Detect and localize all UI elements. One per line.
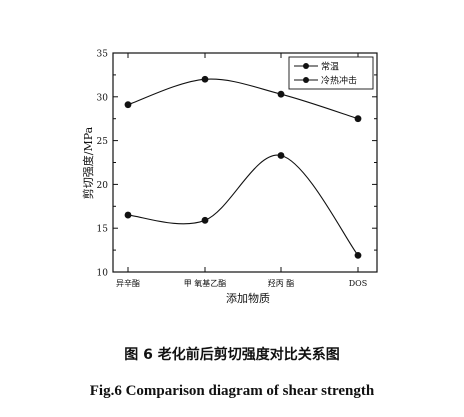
- y-tick-label: 30: [97, 93, 109, 103]
- y-tick-label: 20: [97, 181, 109, 191]
- x-tick-label: DOS: [349, 279, 367, 288]
- data-point: [201, 216, 209, 224]
- series-layer: [124, 75, 362, 259]
- legend-marker: [303, 63, 309, 69]
- figure-caption-english: Fig.6 Comparison diagram of shear streng…: [89, 383, 375, 399]
- y-axis-label: 剪切强度/MPa: [81, 126, 95, 199]
- figure-caption-chinese: 图 6 老化前后剪切强度对比关系图: [124, 347, 340, 363]
- y-axis: 10 15 20 25 30 35: [97, 50, 377, 279]
- series-line-1: [127, 78, 359, 120]
- x-tick-label: 羟丙 酯: [268, 278, 295, 288]
- legend-label: 常温: [321, 61, 339, 73]
- y-tick-label: 35: [97, 50, 109, 60]
- data-point: [124, 211, 132, 219]
- legend-marker: [303, 77, 309, 83]
- data-point: [124, 101, 132, 109]
- y-tick-label: 10: [97, 269, 109, 279]
- data-point: [354, 115, 362, 123]
- y-tick-label: 15: [97, 225, 109, 235]
- series-line-2: [127, 154, 359, 256]
- data-point: [277, 90, 285, 98]
- x-axis: 异辛酯 甲 氧基乙酯 羟丙 酯 DOS: [116, 53, 367, 288]
- data-point: [201, 75, 209, 83]
- x-axis-label: 添加物质: [226, 291, 270, 305]
- legend-box: [288, 56, 374, 90]
- x-tick-label: 异辛酯: [116, 278, 140, 288]
- data-point: [277, 152, 285, 159]
- y-tick-label: 25: [97, 137, 109, 147]
- data-point: [354, 251, 362, 259]
- x-tick-label: 甲 氧基乙酯: [184, 278, 227, 288]
- legend-label: 冷热冲击: [321, 75, 357, 87]
